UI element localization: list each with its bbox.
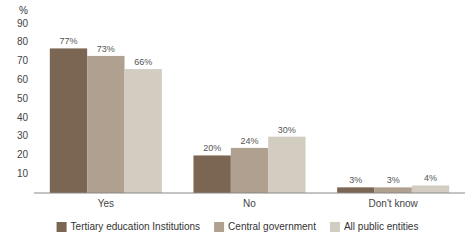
- data-label: 20%: [203, 143, 221, 153]
- y-tick-label: 10: [17, 168, 29, 179]
- data-label: 24%: [240, 136, 258, 146]
- bar: [412, 185, 449, 193]
- data-label: 3%: [349, 175, 362, 185]
- legend-label: Central government: [228, 221, 316, 232]
- chart: 10 20 30 40 50 60 70 80 90% 77% 20% 3% 73% 24% 3% 66% 30…: [0, 0, 475, 243]
- data-labels: 77% 20% 3% 73% 24% 3% 66% 30% 4%: [59, 36, 437, 185]
- data-label: 30%: [278, 125, 296, 135]
- x-axis-line: [34, 193, 465, 194]
- bar: [87, 56, 124, 193]
- bar: [337, 187, 374, 193]
- data-label: 73%: [97, 44, 115, 54]
- legend-swatch: [57, 222, 67, 232]
- y-tick-label: 70: [17, 55, 29, 66]
- legend-item: Central government: [214, 221, 316, 232]
- legend-swatch: [214, 222, 224, 232]
- x-tick-label: No: [243, 198, 256, 209]
- legend-item: Tertiary education Institutions: [57, 221, 201, 232]
- y-tick-label: 60: [17, 74, 29, 85]
- x-tick-label: Don't know: [369, 198, 419, 209]
- x-tick-label: Yes: [98, 198, 114, 209]
- data-label: 66%: [134, 57, 152, 67]
- y-tick-label: 50: [17, 93, 29, 104]
- bars: [50, 48, 449, 193]
- data-label: 4%: [424, 173, 437, 183]
- bar: [50, 48, 87, 193]
- legend-label: All public entities: [344, 221, 418, 232]
- y-tick-label: 40: [17, 112, 29, 123]
- y-tick-label: 30: [17, 130, 29, 141]
- bar: [268, 137, 305, 193]
- legend-label: Tertiary education Institutions: [71, 221, 201, 232]
- legend-swatch: [330, 222, 340, 232]
- bar: [193, 155, 230, 193]
- y-tick-label: 20: [17, 149, 29, 160]
- bar: [374, 187, 411, 193]
- bar: [125, 69, 162, 193]
- legend-item: All public entities: [330, 221, 418, 232]
- y-tick-label: 90: [17, 18, 29, 29]
- data-label: 3%: [387, 175, 400, 185]
- bar: [231, 148, 268, 193]
- y-axis-label: %: [19, 5, 28, 16]
- legend: Tertiary education Institutions Central g…: [57, 221, 419, 232]
- data-label: 77%: [59, 36, 77, 46]
- y-tick-label: 80: [17, 36, 29, 47]
